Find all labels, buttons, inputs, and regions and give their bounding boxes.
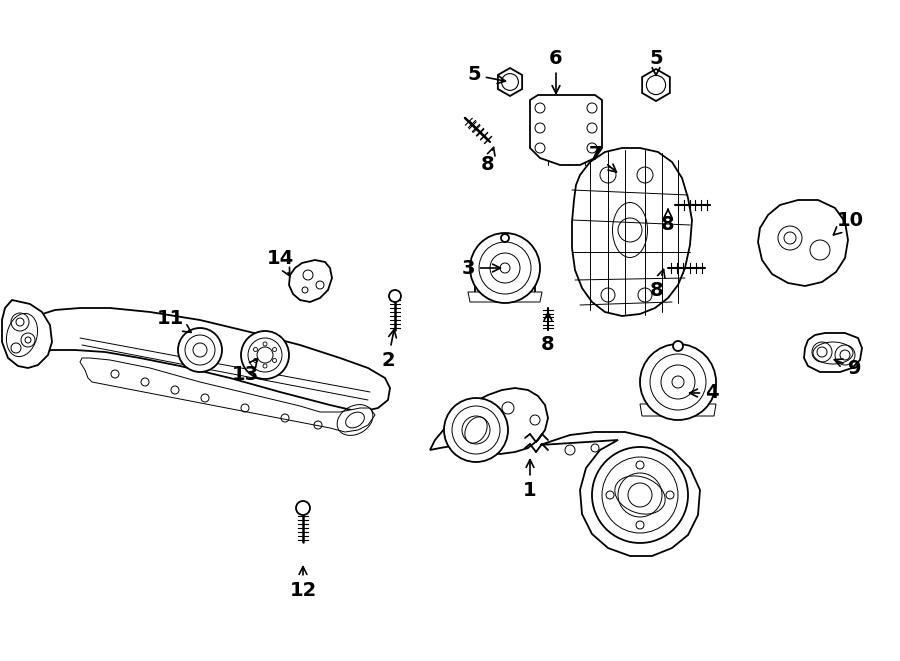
Polygon shape xyxy=(540,432,700,556)
Text: 8: 8 xyxy=(482,147,495,175)
Polygon shape xyxy=(15,308,390,412)
Text: 12: 12 xyxy=(290,566,317,600)
Circle shape xyxy=(389,290,401,302)
Circle shape xyxy=(193,343,207,357)
Text: 5: 5 xyxy=(467,65,506,85)
Circle shape xyxy=(501,234,509,242)
Text: 13: 13 xyxy=(231,359,258,385)
Circle shape xyxy=(592,447,688,543)
Text: 5: 5 xyxy=(649,48,662,75)
Circle shape xyxy=(444,398,508,462)
Polygon shape xyxy=(289,260,332,302)
Polygon shape xyxy=(640,404,716,416)
Polygon shape xyxy=(642,69,670,101)
Text: 11: 11 xyxy=(157,309,191,332)
Text: 9: 9 xyxy=(834,358,862,377)
Polygon shape xyxy=(648,396,708,408)
Circle shape xyxy=(646,75,666,95)
Text: 8: 8 xyxy=(541,313,554,354)
Text: 8: 8 xyxy=(650,270,665,299)
Circle shape xyxy=(178,328,222,372)
Polygon shape xyxy=(804,333,862,372)
Polygon shape xyxy=(475,285,535,295)
Circle shape xyxy=(501,73,518,91)
Circle shape xyxy=(640,344,716,420)
Polygon shape xyxy=(2,300,52,368)
Polygon shape xyxy=(758,200,848,286)
Text: 1: 1 xyxy=(523,459,536,500)
Text: 10: 10 xyxy=(833,210,863,235)
Polygon shape xyxy=(468,292,542,302)
Polygon shape xyxy=(430,388,548,454)
Circle shape xyxy=(296,501,310,515)
Circle shape xyxy=(470,233,540,303)
Text: 6: 6 xyxy=(549,48,562,93)
Circle shape xyxy=(673,341,683,351)
Text: 8: 8 xyxy=(662,210,675,235)
Polygon shape xyxy=(572,148,692,316)
Polygon shape xyxy=(530,95,602,165)
Text: 14: 14 xyxy=(266,249,293,276)
Circle shape xyxy=(185,335,215,365)
Text: 3: 3 xyxy=(461,258,500,278)
Text: 4: 4 xyxy=(689,383,719,403)
Polygon shape xyxy=(80,358,375,432)
Circle shape xyxy=(241,331,289,379)
Text: 2: 2 xyxy=(382,330,396,369)
Text: 7: 7 xyxy=(590,145,616,172)
Polygon shape xyxy=(498,68,522,96)
